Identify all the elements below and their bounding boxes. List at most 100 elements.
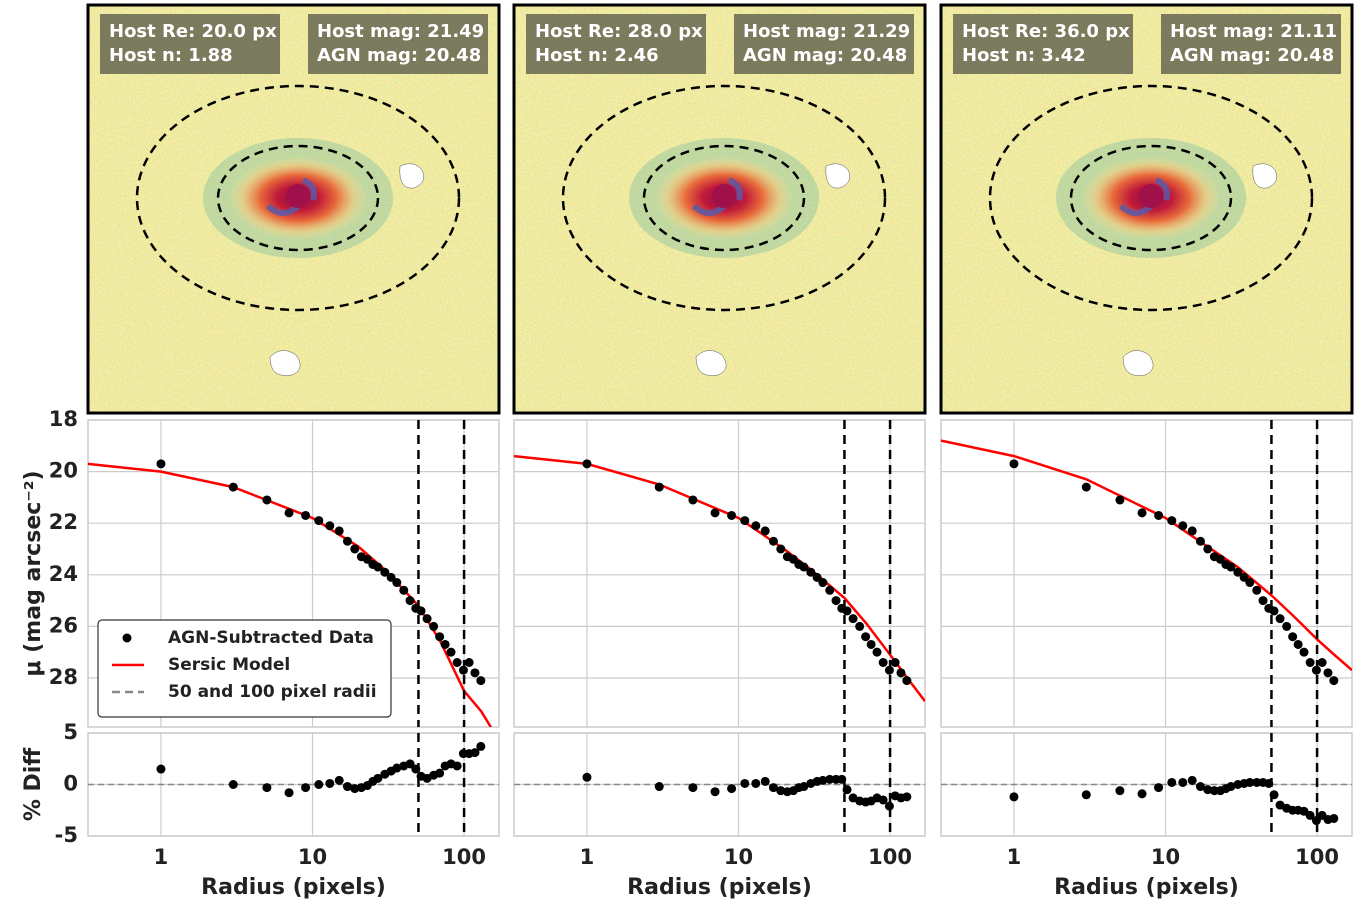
aperture-outer — [561, 84, 887, 312]
annotation-text: AGN mag: 20.48 — [1170, 45, 1334, 66]
data-point — [350, 544, 360, 554]
masked-star — [1122, 350, 1154, 376]
x-tick-label: 10 — [724, 845, 753, 869]
data-point — [446, 647, 456, 657]
data-point — [1187, 526, 1197, 536]
diff-point — [1009, 792, 1019, 802]
diff-point — [1195, 782, 1205, 792]
image-border — [512, 3, 927, 415]
diff-point — [1329, 813, 1339, 823]
diff-point — [825, 774, 835, 784]
data-point — [314, 516, 324, 526]
diff-point — [842, 785, 852, 795]
data-point — [325, 521, 335, 531]
diff-point — [373, 773, 383, 783]
diff-point — [228, 780, 238, 789]
y-tick-label: -5 — [55, 823, 78, 847]
diff-point — [1081, 790, 1091, 800]
data-point — [1167, 516, 1177, 526]
plot-frame — [940, 419, 1353, 728]
diff-point — [582, 772, 592, 782]
data-point — [1195, 536, 1205, 546]
data-point — [1239, 572, 1249, 582]
data-point — [1299, 647, 1309, 657]
diff-point — [350, 784, 360, 794]
data-point — [380, 567, 390, 577]
aperture-outer — [988, 84, 1314, 312]
diff-point — [325, 778, 335, 788]
data-point — [1226, 562, 1236, 572]
legend-label: 50 and 100 pixel radii — [168, 682, 377, 702]
legend-label: AGN-Subtracted Data — [168, 628, 374, 648]
data-point — [890, 658, 900, 668]
x-tick-label: 1 — [580, 845, 595, 869]
data-point — [654, 482, 664, 492]
diff-point — [1226, 782, 1236, 792]
galaxy-center — [286, 184, 310, 208]
diff-point — [884, 801, 894, 811]
diff-point — [1137, 789, 1147, 799]
data-point — [405, 596, 415, 606]
annotation-text: Host Re: 20.0 px — [109, 21, 277, 42]
data-point — [740, 516, 750, 526]
diff-point — [654, 782, 664, 792]
y-axis-label: μ (mag arcsec⁻²) — [21, 470, 46, 676]
x-axis-label: Radius (pixels) — [201, 875, 386, 900]
diff-point — [392, 763, 402, 773]
diff-point — [301, 783, 311, 793]
diff-point — [740, 778, 750, 788]
data-point — [476, 676, 486, 686]
diff-point — [1154, 783, 1164, 793]
y-tick-label: 24 — [49, 562, 78, 586]
data-point — [818, 578, 828, 588]
data-point — [1081, 482, 1091, 492]
masked-star — [399, 163, 424, 189]
x-tick-label: 10 — [1151, 845, 1180, 869]
annotation-box — [100, 14, 280, 74]
diff-point — [1311, 816, 1321, 826]
data-point — [464, 658, 474, 668]
diff-point — [1203, 785, 1213, 795]
data-point — [855, 621, 865, 631]
diff-point — [334, 775, 344, 785]
data-point — [1329, 676, 1339, 686]
diff-point — [818, 775, 828, 785]
annotation-box — [734, 14, 914, 74]
x-tick-label: 100 — [1295, 845, 1339, 869]
diff-point — [284, 788, 294, 798]
annotation-text: Host n: 3.42 — [962, 45, 1086, 66]
diff-point — [1178, 777, 1188, 787]
data-point — [866, 639, 876, 649]
diff-point — [1264, 778, 1274, 788]
data-point — [1293, 639, 1303, 649]
aperture-inner — [642, 144, 806, 252]
data-point — [806, 567, 816, 577]
y-tick-label: 22 — [49, 510, 78, 534]
data-point — [812, 572, 822, 582]
data-point — [902, 676, 912, 686]
data-point — [399, 585, 409, 595]
data-point — [1323, 668, 1333, 678]
diff-point — [1187, 775, 1197, 785]
data-point — [1288, 632, 1298, 642]
diff-point — [902, 792, 912, 802]
data-point — [1245, 578, 1255, 588]
data-point — [768, 536, 778, 546]
data-point — [373, 562, 383, 572]
data-point — [1115, 495, 1125, 505]
data-point — [386, 572, 396, 582]
data-point — [435, 632, 445, 642]
diff-point — [1252, 777, 1262, 787]
data-point — [429, 621, 439, 631]
diff-point — [799, 782, 809, 792]
data-point — [1154, 510, 1164, 520]
data-point — [727, 510, 737, 520]
diff-point — [776, 786, 786, 796]
legend-label: Sersic Model — [168, 655, 290, 675]
diff-point — [476, 741, 486, 751]
x-tick-label: 10 — [298, 845, 327, 869]
diff-point — [314, 780, 324, 789]
diff-point — [411, 764, 421, 774]
x-axis-label: Radius (pixels) — [627, 875, 812, 900]
data-point — [878, 658, 888, 668]
